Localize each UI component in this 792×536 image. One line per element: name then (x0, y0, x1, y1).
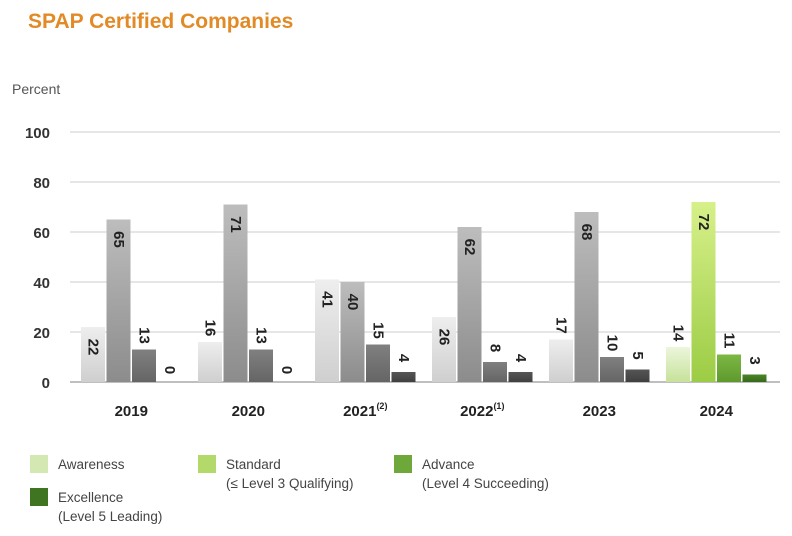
value-label: 11 (721, 333, 738, 349)
bar-standard-2020 (223, 204, 248, 382)
bar-excellence-2024 (742, 374, 767, 382)
y-tick-label: 100 (25, 125, 50, 142)
x-tick-label: 2020 (232, 403, 265, 420)
legend-swatch-standard (198, 455, 216, 473)
legend-item-advance: Advance (Level 4 Succeeding) (394, 455, 549, 493)
value-label: 62 (461, 239, 478, 256)
x-tick-label: 2023 (583, 403, 616, 420)
value-label: 68 (578, 224, 595, 241)
legend-sublabel-excellence: (Level 5 Leading) (58, 509, 163, 524)
bar-excellence-2022 (508, 372, 533, 382)
bar-advance-2021 (366, 344, 390, 382)
value-label: 71 (227, 216, 244, 233)
bar-standard-2021 (340, 282, 365, 382)
value-label: 72 (695, 214, 712, 231)
x-tick-label: 2022(1) (460, 401, 504, 420)
bar-awareness-2024 (666, 347, 690, 382)
x-tick-label: 2021(2) (343, 401, 387, 420)
y-tick-label: 40 (33, 275, 50, 292)
bar-awareness-2020 (198, 342, 222, 382)
value-label: 41 (319, 291, 336, 308)
value-label: 15 (370, 322, 387, 339)
value-label: 5 (629, 351, 646, 359)
value-label: 0 (161, 366, 178, 374)
legend-item-standard: Standard (≤ Level 3 Qualifying) (198, 455, 353, 493)
y-tick-label: 80 (33, 175, 50, 192)
bar-advance-2020 (249, 349, 273, 382)
legend-sublabel-standard: (≤ Level 3 Qualifying) (226, 476, 354, 491)
value-label: 8 (487, 344, 504, 352)
value-label: 13 (253, 327, 270, 344)
value-label: 26 (436, 329, 453, 346)
value-label: 10 (604, 335, 621, 352)
x-tick-label: 2024 (700, 403, 734, 420)
legend-swatch-advance (394, 455, 412, 473)
bar-standard-2023 (574, 212, 599, 382)
bar-standard-2024 (691, 202, 716, 382)
legend-label-standard: Standard (226, 457, 281, 472)
legend-item-excellence: Excellence (Level 5 Leading) (30, 488, 162, 526)
bar-awareness-2019 (81, 327, 105, 382)
chart-title: SPAP Certified Companies (28, 10, 294, 33)
y-tick-label: 60 (33, 225, 50, 242)
value-label: 65 (110, 231, 127, 248)
value-label: 0 (278, 366, 295, 374)
y-tick-label: 0 (42, 375, 50, 392)
bar-advance-2019 (132, 349, 156, 382)
value-label: 40 (344, 294, 361, 311)
legend-label-awareness: Awareness (58, 457, 125, 472)
y-axis-label: Percent (12, 81, 61, 97)
value-label: 13 (136, 327, 153, 344)
legend-label-advance: Advance (422, 457, 475, 472)
legend-swatch-awareness (30, 455, 48, 473)
bar-advance-2022 (483, 362, 507, 382)
bar-awareness-2022 (432, 317, 456, 382)
bar-excellence-2021 (391, 372, 416, 382)
value-label: 17 (553, 317, 570, 334)
x-tick-label: 2019 (115, 403, 148, 420)
bar-advance-2024 (717, 354, 741, 382)
value-label: 4 (395, 354, 412, 363)
value-label: 4 (512, 354, 529, 363)
bar-excellence-2023 (625, 369, 650, 382)
bar-standard-2019 (106, 219, 131, 382)
bar-advance-2023 (600, 357, 624, 382)
bar-awareness-2021 (315, 279, 339, 382)
bar-standard-2022 (457, 227, 482, 382)
bar-chart: 0 20 40 60 80 100 22 65 13 0 2019 16 71 13 0 2020 41 40 15… (25, 125, 780, 420)
value-label: 16 (202, 320, 219, 337)
legend-item-awareness: Awareness (30, 455, 125, 474)
value-label: 3 (746, 356, 763, 364)
value-label: 22 (85, 339, 102, 356)
legend-sublabel-advance: (Level 4 Succeeding) (422, 476, 549, 491)
y-tick-label: 20 (33, 325, 50, 342)
bar-awareness-2023 (549, 339, 573, 382)
legend-label-excellence: Excellence (58, 490, 124, 505)
legend-swatch-excellence (30, 488, 48, 506)
value-label: 14 (670, 325, 687, 342)
